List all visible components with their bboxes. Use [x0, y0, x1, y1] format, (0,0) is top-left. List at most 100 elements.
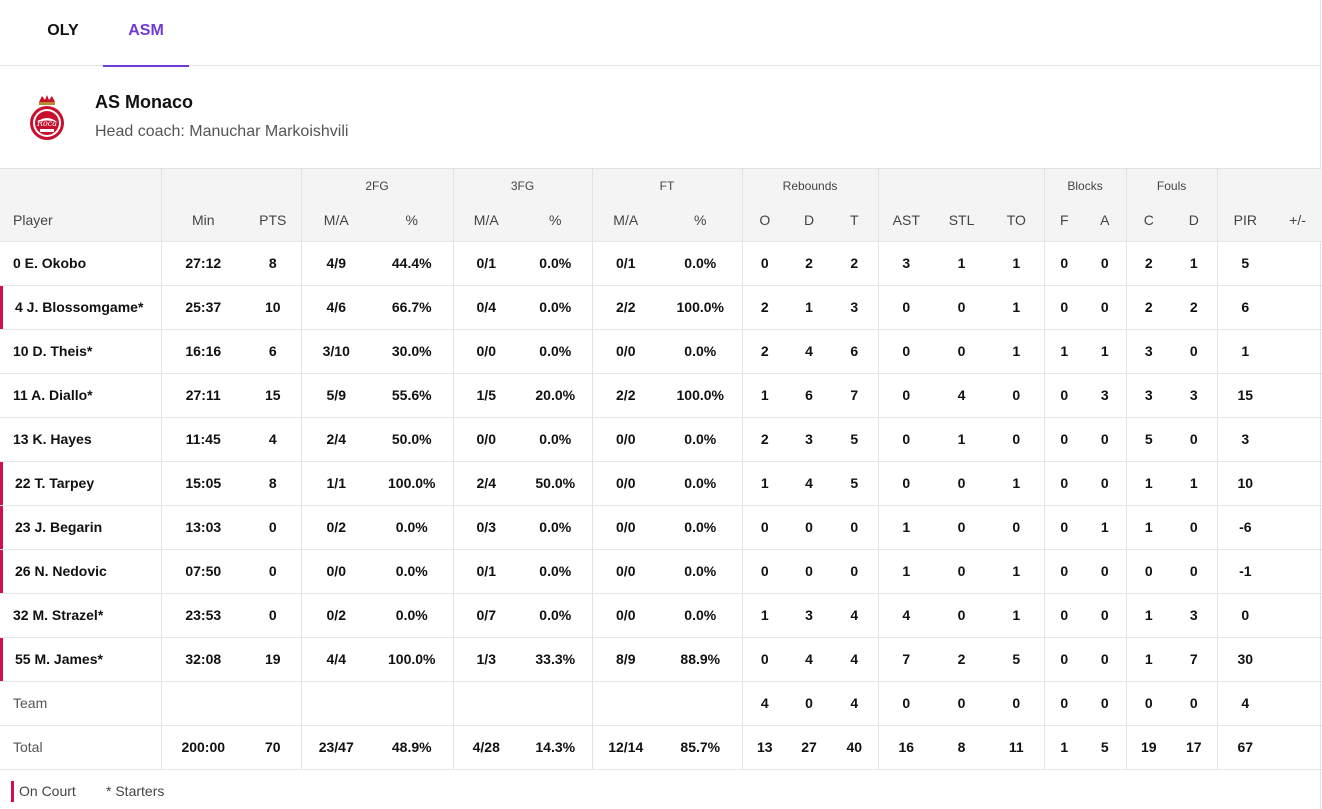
- boxscore-table: 2FG 3FG FT Rebounds Blocks Fouls Player …: [0, 169, 1322, 770]
- cell-pm: [1273, 637, 1322, 682]
- col-ft-ma[interactable]: M/A: [591, 201, 659, 242]
- cell-foul-c: 3: [1125, 373, 1172, 418]
- col-3fg-pct[interactable]: %: [519, 201, 592, 242]
- cell-pm: [1273, 329, 1322, 374]
- col-pir[interactable]: PIR: [1216, 201, 1274, 242]
- cell-fg3-ma: 0/3: [452, 505, 519, 550]
- cell-fg2-ma: 0/2: [300, 505, 371, 550]
- cell-min: 13:03: [160, 505, 245, 550]
- player-row[interactable]: 23 J. Begarin 13:03 0 0/2 0.0% 0/3 0.0% 0/0 0.0%…: [0, 505, 1322, 550]
- col-to[interactable]: TO: [989, 201, 1045, 242]
- col-ft-pct[interactable]: %: [659, 201, 743, 242]
- cell-reb-t: 4: [831, 681, 879, 726]
- col-pts[interactable]: PTS: [245, 201, 301, 242]
- cell-to: 11: [989, 725, 1045, 770]
- cell-to: 0: [989, 505, 1045, 550]
- cell-foul-d: 1: [1171, 241, 1218, 286]
- cell-pir: 10: [1216, 461, 1274, 506]
- cell-ft-ma: 0/1: [591, 241, 659, 286]
- cell-ft-ma: 8/9: [591, 637, 659, 682]
- cell-pts: 8: [245, 241, 301, 286]
- col-blk-a[interactable]: A: [1084, 201, 1127, 242]
- col-3fg-ma[interactable]: M/A: [452, 201, 519, 242]
- team-row[interactable]: Team 4 0 4 0 0 0 0 0 0 0 4: [0, 681, 1322, 726]
- player-row[interactable]: 10 D. Theis* 16:16 6 3/10 30.0% 0/0 0.0% 0/0 0.0…: [0, 329, 1322, 374]
- cell-player[interactable]: Team: [0, 681, 161, 726]
- player-row[interactable]: 0 E. Okobo 27:12 8 4/9 44.4% 0/1 0.0% 0/1 0.0% 0 2…: [0, 241, 1322, 286]
- cell-stl: 0: [934, 505, 990, 550]
- player-row[interactable]: 26 N. Nedovic 07:50 0 0/0 0.0% 0/1 0.0% 0/0 0.0%…: [0, 549, 1322, 594]
- cell-fg2-ma: 4/9: [300, 241, 371, 286]
- col-reb-t[interactable]: T: [831, 201, 879, 242]
- total-row[interactable]: Total 200:00 70 23/47 48.9% 4/28 14.3% 12/14 85.…: [0, 725, 1322, 770]
- cell-player[interactable]: 4 J. Blossomgame*: [0, 285, 161, 330]
- col-foul-c[interactable]: C: [1125, 201, 1172, 242]
- cell-pts: 15: [245, 373, 301, 418]
- cell-ft-pct: 85.7%: [659, 725, 743, 770]
- player-row[interactable]: 32 M. Strazel* 23:53 0 0/2 0.0% 0/7 0.0% 0/0 0.0…: [0, 593, 1322, 638]
- cell-fg2-ma: 4/6: [300, 285, 371, 330]
- col-reb-d[interactable]: D: [787, 201, 832, 242]
- cell-player[interactable]: 22 T. Tarpey: [0, 461, 161, 506]
- cell-pts: 6: [245, 329, 301, 374]
- cell-player[interactable]: 55 M. James*: [0, 637, 161, 682]
- col-ast[interactable]: AST: [877, 201, 935, 242]
- boxscore-body: 0 E. Okobo 27:12 8 4/9 44.4% 0/1 0.0% 0/1 0.0% 0 2…: [0, 241, 1322, 770]
- col-2fg-pct[interactable]: %: [371, 201, 453, 242]
- col-reb-o[interactable]: O: [741, 201, 788, 242]
- cell-to: 1: [989, 461, 1045, 506]
- cell-fg2-ma: 0/0: [300, 549, 371, 594]
- cell-foul-c: 1: [1125, 593, 1172, 638]
- cell-ft-ma: 0/0: [591, 329, 659, 374]
- player-row[interactable]: 13 K. Hayes 11:45 4 2/4 50.0% 0/0 0.0% 0/0 0.0% 2…: [0, 417, 1322, 462]
- player-row[interactable]: 22 T. Tarpey 15:05 8 1/1 100.0% 2/4 50.0% 0/0 0.…: [0, 461, 1322, 506]
- group-blank: [160, 169, 301, 201]
- cell-pm: [1273, 241, 1322, 286]
- cell-reb-d: 27: [787, 725, 832, 770]
- tab-asm[interactable]: ASM: [103, 0, 189, 67]
- cell-ast: 16: [877, 725, 935, 770]
- cell-reb-o: 0: [741, 637, 788, 682]
- player-row[interactable]: 4 J. Blossomgame* 25:37 10 4/6 66.7% 0/4 0.0% 2…: [0, 285, 1322, 330]
- player-row[interactable]: 55 M. James* 32:08 19 4/4 100.0% 1/3 33.3% 8/9 8…: [0, 637, 1322, 682]
- cell-stl: 0: [934, 285, 990, 330]
- cell-reb-d: 4: [787, 461, 832, 506]
- col-blk-f[interactable]: F: [1043, 201, 1085, 242]
- cell-blk-a: 0: [1084, 549, 1127, 594]
- cell-player[interactable]: 0 E. Okobo: [0, 241, 161, 286]
- cell-fg3-ma: 0/0: [452, 417, 519, 462]
- tab-oly[interactable]: OLY: [47, 22, 79, 39]
- cell-fg2-pct: [371, 681, 453, 726]
- cell-blk-f: 0: [1043, 461, 1085, 506]
- cell-ast: 0: [877, 681, 935, 726]
- cell-player[interactable]: 13 K. Hayes: [0, 417, 161, 462]
- cell-pts: [245, 681, 301, 726]
- col-2fg-ma[interactable]: M/A: [300, 201, 371, 242]
- cell-fg2-ma: 23/47: [300, 725, 371, 770]
- cell-ast: 0: [877, 285, 935, 330]
- col-foul-d[interactable]: D: [1171, 201, 1218, 242]
- cell-player[interactable]: 26 N. Nedovic: [0, 549, 161, 594]
- cell-fg3-ma: 0/1: [452, 549, 519, 594]
- player-row[interactable]: 11 A. Diallo* 27:11 15 5/9 55.6% 1/5 20.0% 2/2 1…: [0, 373, 1322, 418]
- col-player[interactable]: Player: [0, 201, 161, 242]
- cell-fg3-pct: 50.0%: [519, 461, 592, 506]
- col-min[interactable]: Min: [160, 201, 245, 242]
- cell-player[interactable]: 10 D. Theis*: [0, 329, 161, 374]
- cell-player[interactable]: 23 J. Begarin: [0, 505, 161, 550]
- cell-player[interactable]: 32 M. Strazel*: [0, 593, 161, 638]
- cell-fg2-pct: 50.0%: [371, 417, 453, 462]
- cell-min: 27:11: [160, 373, 245, 418]
- cell-blk-f: 0: [1043, 549, 1085, 594]
- cell-pir: 15: [1216, 373, 1274, 418]
- cell-blk-a: 1: [1084, 329, 1127, 374]
- cell-player[interactable]: Total: [0, 725, 161, 770]
- cell-min: 200:00: [160, 725, 245, 770]
- cell-min: 07:50: [160, 549, 245, 594]
- cell-player[interactable]: 11 A. Diallo*: [0, 373, 161, 418]
- col-stl[interactable]: STL: [934, 201, 990, 242]
- col-plus-minus[interactable]: +/-: [1273, 201, 1322, 242]
- cell-reb-t: 40: [831, 725, 879, 770]
- cell-blk-a: 0: [1084, 637, 1127, 682]
- cell-stl: 0: [934, 681, 990, 726]
